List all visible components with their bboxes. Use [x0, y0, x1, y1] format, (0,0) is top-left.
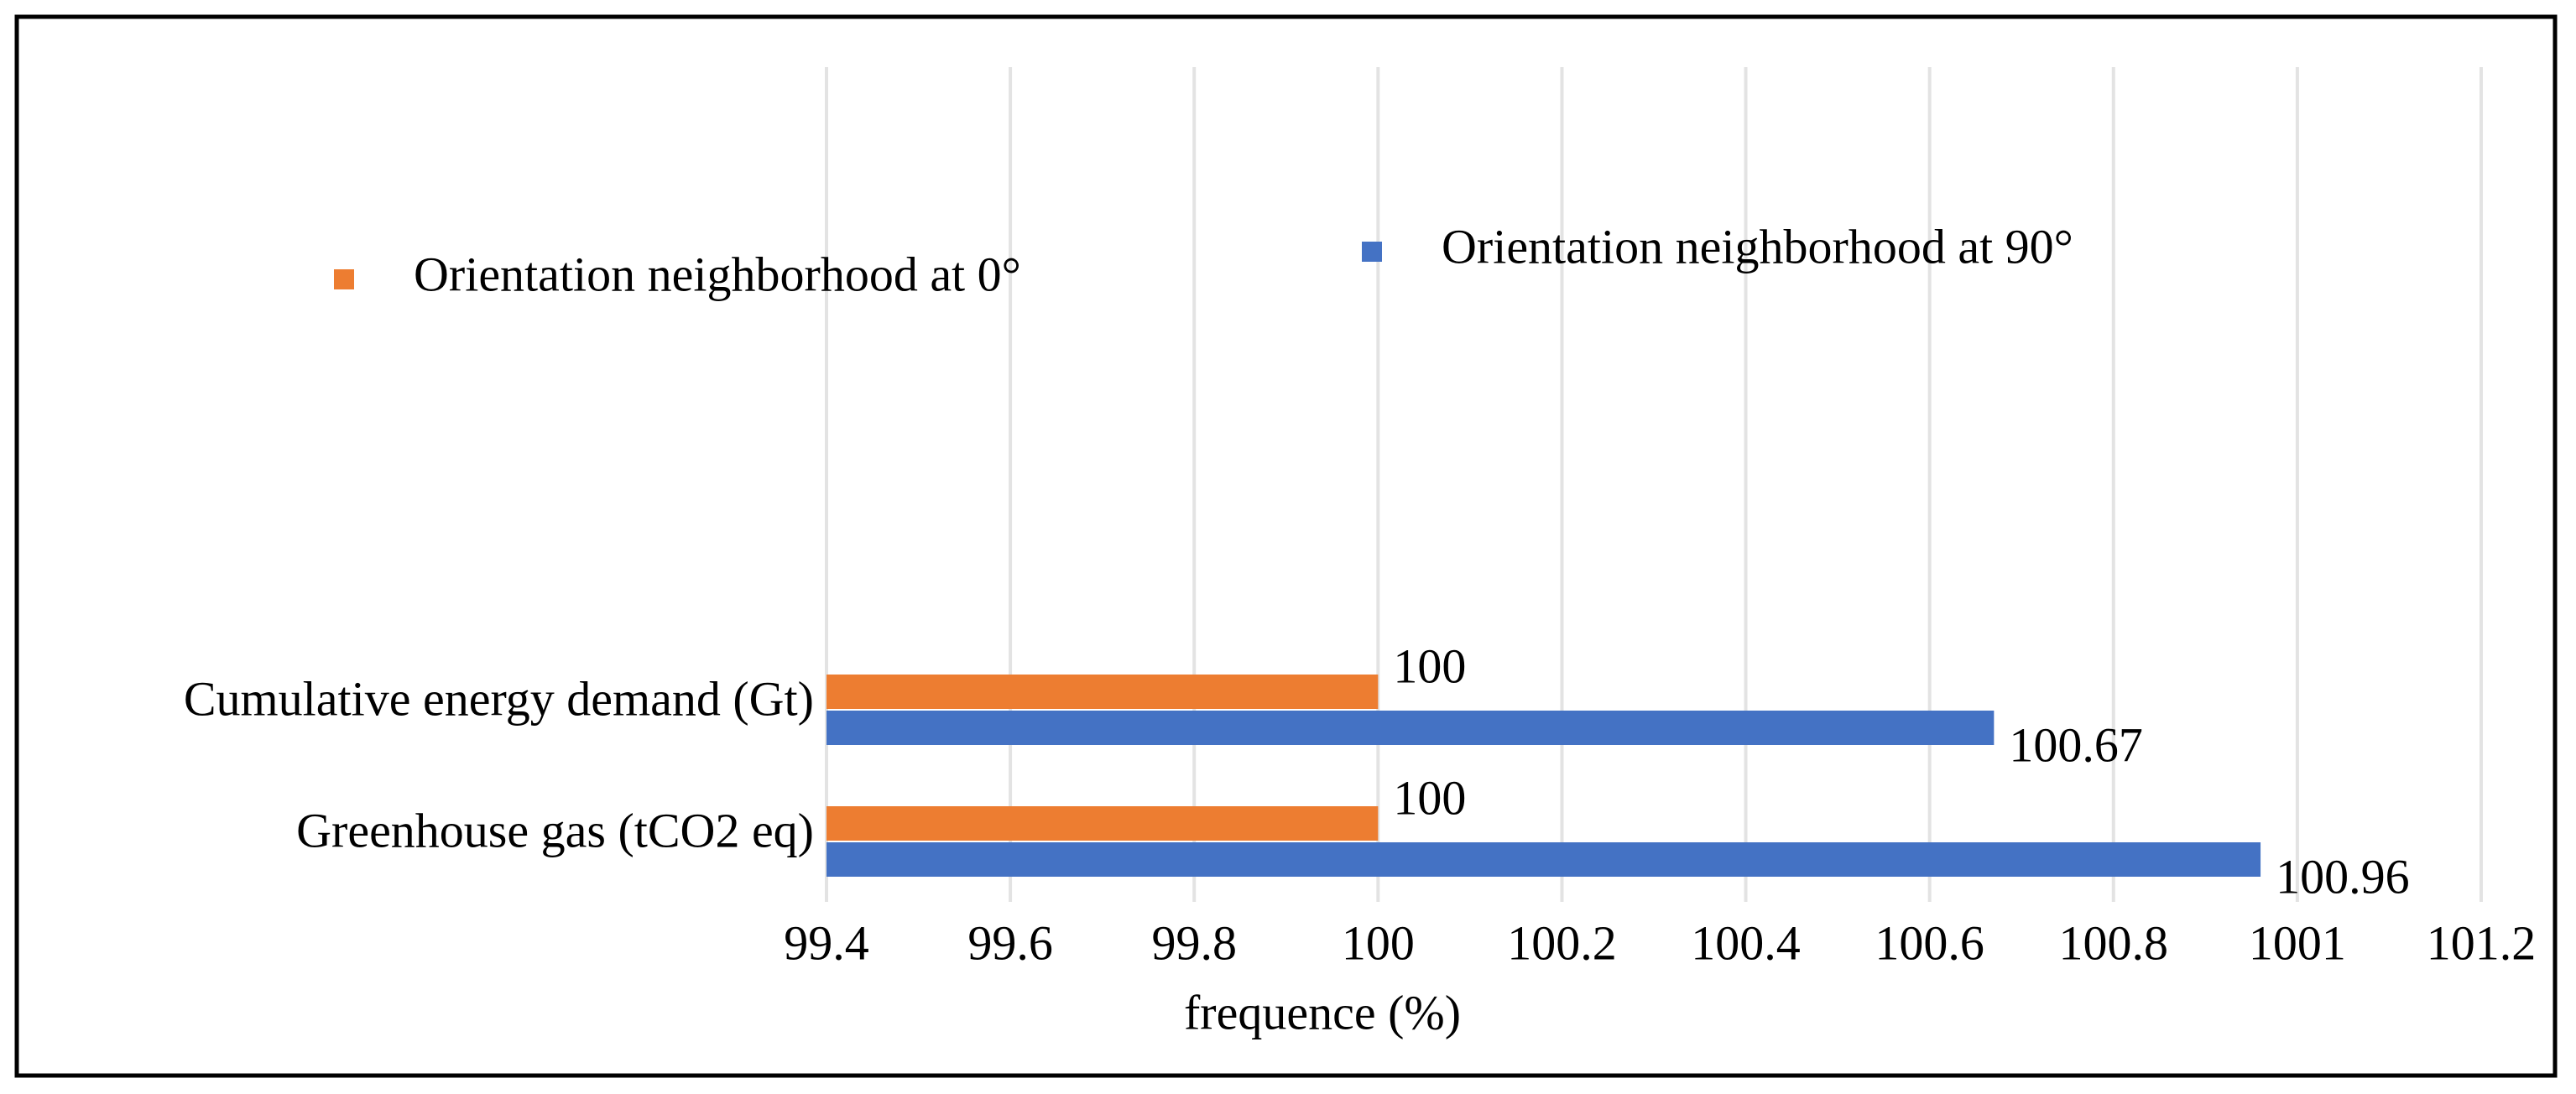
legend-label: Orientation neighborhood at 0°: [414, 247, 1021, 301]
data-label: 100.96: [2276, 849, 2410, 904]
x-tick-label: 100.6: [1875, 915, 1984, 970]
legend-marker: [1362, 242, 1382, 262]
x-tick-label: 99.6: [967, 915, 1053, 970]
x-tick-label: 99.4: [784, 915, 869, 970]
legend-marker: [334, 269, 354, 289]
x-tick-label: 100.4: [1691, 915, 1801, 970]
legend-label: Orientation neighborhood at 90°: [1442, 219, 2073, 274]
bar: [827, 675, 1379, 709]
x-tick-label: 100: [1342, 915, 1415, 970]
data-label: 100: [1393, 770, 1466, 825]
x-tick-label: 100.8: [2059, 915, 2169, 970]
data-label: 100.67: [2009, 717, 2143, 772]
bar: [827, 806, 1379, 841]
frame: [14, 14, 2558, 1078]
x-tick-label: 100.2: [1507, 915, 1617, 970]
y-tick-label: Greenhouse gas (tCO2 eq): [296, 803, 814, 857]
y-tick-label: Cumulative energy demand (Gt): [184, 671, 814, 726]
bar: [827, 842, 2261, 877]
x-axis-label: frequence (%): [1184, 985, 1461, 1039]
bar: [827, 711, 1995, 745]
x-tick-label: 99.8: [1151, 915, 1237, 970]
x-tick-label: 1001: [2249, 915, 2346, 970]
data-label: 100: [1393, 638, 1466, 693]
x-tick-label: 101.2: [2427, 915, 2537, 970]
